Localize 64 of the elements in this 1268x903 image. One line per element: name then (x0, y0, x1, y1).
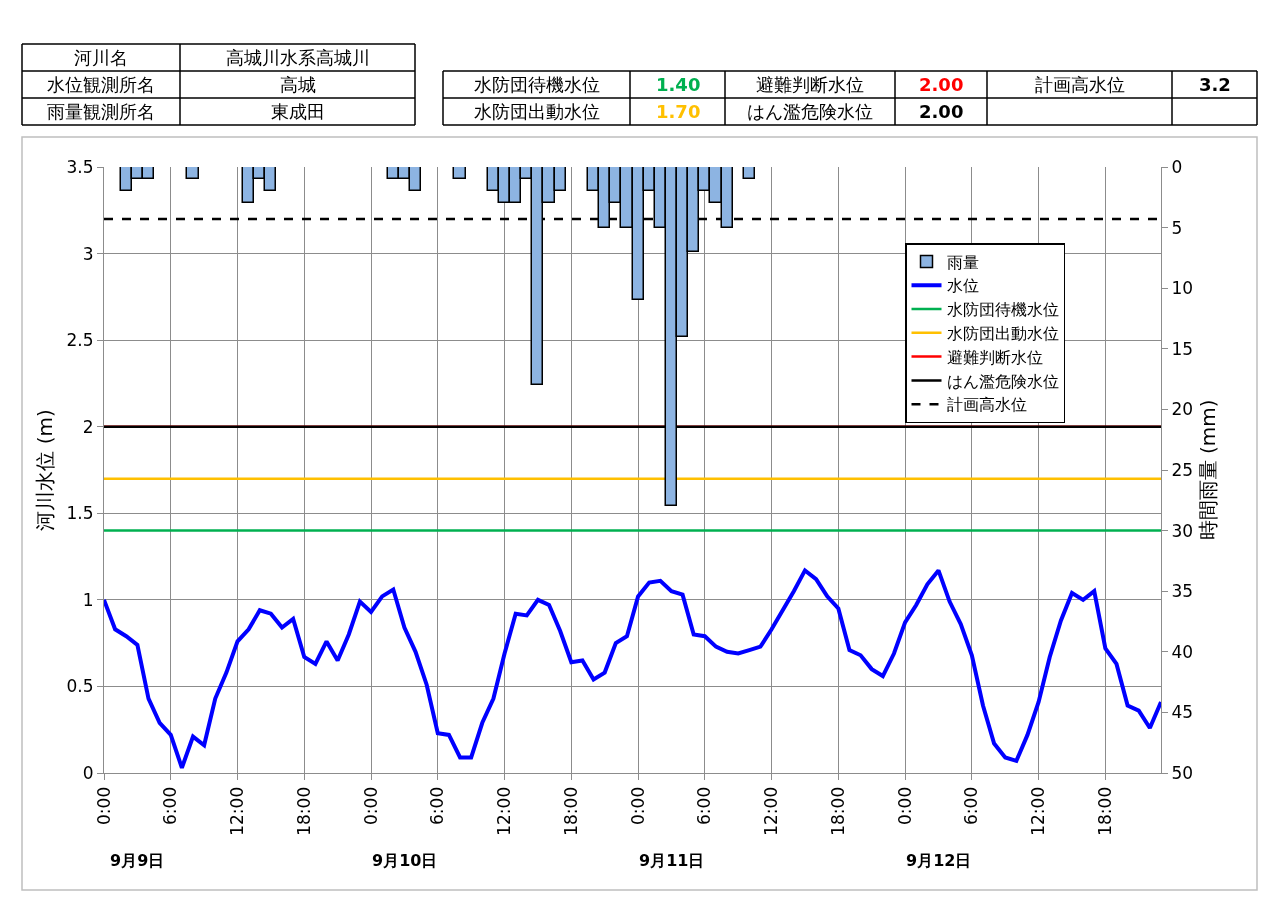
x-tick-label: 12:00 (761, 786, 782, 836)
legend-label: 水位 (946, 276, 979, 296)
x-tick-label: 18:00 (1094, 786, 1115, 836)
text: 高城 (280, 74, 316, 95)
y2-tick-label: 45 (1171, 702, 1194, 723)
y2-tick-label: 40 (1171, 641, 1194, 662)
y2-tick-label: 20 (1171, 399, 1194, 420)
text: 9月9日 (110, 851, 165, 870)
y-axis-title: 河川水位 (m) (33, 409, 58, 531)
y2-tick-label: 5 (1171, 217, 1183, 238)
y2-tick-label: 0 (1171, 156, 1183, 177)
text: 1.40 (656, 74, 701, 95)
legend-label: 水防団出動水位 (946, 324, 1059, 344)
x-tick-label: 0:00 (360, 786, 381, 825)
text: 計画高水位 (1035, 74, 1125, 95)
x-tick-label: 18:00 (560, 786, 581, 836)
text: 河川名 (74, 47, 128, 68)
legend-label: 雨量 (946, 252, 979, 272)
x-tick-label: 12:00 (494, 786, 515, 836)
x-tick-label: 18:00 (293, 786, 314, 836)
text: 2.00 (919, 101, 964, 122)
text: 9月10日 (372, 851, 438, 870)
y-tick-label: 1 (82, 589, 94, 610)
text: はん濫危険水位 (747, 101, 873, 122)
y2-tick-label: 50 (1171, 762, 1194, 783)
y-tick-label: 3.5 (66, 156, 94, 177)
y2-axis-title: 時間雨量 (mm) (1195, 399, 1220, 541)
x-tick-label: 6:00 (160, 786, 181, 825)
y-tick-label: 0 (82, 762, 94, 783)
text: 東成田 (271, 101, 325, 122)
x-tick-label: 0:00 (93, 786, 114, 825)
text: 避難判断水位 (756, 74, 864, 95)
x-tick-label: 6:00 (961, 786, 982, 825)
legend-label: はん濫危険水位 (946, 371, 1059, 391)
x-tick-label: 18:00 (827, 786, 848, 836)
y2-tick-label: 15 (1171, 338, 1194, 359)
x-tick-label: 12:00 (1028, 786, 1049, 836)
text: 雨量観測所名 (47, 101, 155, 122)
y2-tick-label: 30 (1171, 520, 1194, 541)
y2-tick-label: 25 (1171, 459, 1194, 480)
y-tick-label: 1.5 (66, 503, 94, 524)
x-tick-label: 6:00 (694, 786, 715, 825)
x-tick-label: 6:00 (427, 786, 448, 825)
y-tick-label: 2.5 (66, 330, 94, 351)
x-tick-label: 0:00 (627, 786, 648, 825)
text: 1.70 (656, 101, 701, 122)
legend-label: 水防団待機水位 (946, 300, 1059, 320)
y-tick-label: 2 (82, 416, 94, 437)
text: 9月12日 (906, 851, 972, 870)
text: 高城川水系高城川 (226, 47, 370, 68)
text: 水防団出動水位 (474, 101, 600, 122)
text: 2.00 (919, 74, 964, 95)
text: 3.2 (1199, 74, 1231, 95)
y2-tick-label: 35 (1171, 581, 1194, 602)
legend-label: 計画高水位 (946, 395, 1027, 415)
y2-tick-label: 10 (1171, 278, 1194, 299)
legend-label: 避難判断水位 (946, 347, 1043, 367)
y-tick-label: 3 (82, 243, 94, 264)
text: 9月11日 (639, 851, 705, 870)
x-tick-label: 12:00 (227, 786, 248, 836)
text: 水位観測所名 (47, 74, 155, 95)
text: 水防団待機水位 (474, 74, 600, 95)
x-tick-label: 0:00 (894, 786, 915, 825)
y-tick-label: 0.5 (66, 676, 94, 697)
